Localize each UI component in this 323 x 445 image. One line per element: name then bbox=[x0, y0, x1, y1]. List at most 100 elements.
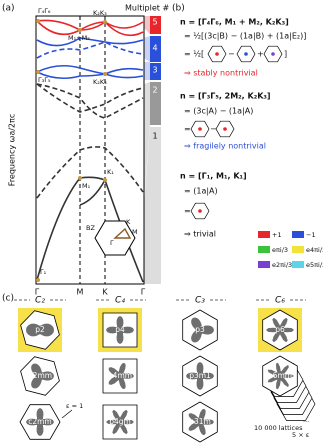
icon-dot bbox=[198, 127, 202, 131]
multiplet: 1 bbox=[152, 132, 157, 141]
icon-equation: = bbox=[184, 207, 191, 216]
group-label: p2mm bbox=[28, 371, 52, 380]
legend-label: −1 bbox=[306, 231, 316, 239]
band-label: Γ₃Γ₅ bbox=[38, 76, 51, 84]
band-label: M₁ bbox=[82, 182, 91, 190]
equation: = ½[(3c|B) − (1a|B) + (1a|E₂)] bbox=[184, 32, 306, 41]
column-header: C₄ bbox=[115, 296, 125, 306]
irrep-vector: n = [Γ₃Γ₅, 2M₂, K₂K₃] bbox=[180, 92, 271, 101]
band bbox=[36, 83, 144, 119]
band bbox=[36, 71, 144, 80]
icon-equation: − bbox=[228, 50, 235, 59]
group-label: p2 bbox=[35, 325, 45, 334]
icon-equation: = ½[ bbox=[184, 50, 204, 59]
band-label: K₁ bbox=[107, 168, 114, 176]
strip bbox=[144, 127, 150, 284]
legend-label: e4πi/3 bbox=[306, 246, 323, 254]
group-label: p6 bbox=[275, 325, 285, 334]
band bbox=[36, 146, 144, 199]
x-tick-label: M bbox=[77, 288, 84, 297]
group-label: p4 bbox=[115, 325, 125, 334]
epsilon-label: ε = 1 bbox=[66, 402, 83, 410]
multiplet: 3 bbox=[152, 66, 157, 75]
column-header: C₃ bbox=[195, 296, 205, 306]
irrep-vector: n = [Γ₄Γ₆, M₁ + M₂, K₂K₃] bbox=[180, 18, 289, 27]
legend-label: e5πi/3 bbox=[306, 261, 323, 269]
column-header: C₂ bbox=[35, 296, 45, 306]
icon-dot bbox=[271, 52, 275, 56]
legend-swatch bbox=[258, 261, 270, 268]
strip bbox=[144, 36, 150, 62]
icon-equation: + bbox=[257, 50, 264, 59]
multiplet: 4 bbox=[152, 44, 157, 53]
legend-label: e2πi/3 bbox=[272, 261, 292, 269]
icon-dot bbox=[198, 209, 202, 213]
band-label: Γ₁ bbox=[40, 268, 47, 276]
brillouin-zone bbox=[94, 220, 136, 256]
x-tick-label: Γ bbox=[141, 288, 146, 297]
legend-swatch bbox=[258, 246, 270, 253]
count-label: 10 000 lattices bbox=[254, 424, 303, 432]
inset-point: K bbox=[126, 218, 131, 226]
dielectric bbox=[106, 409, 134, 435]
band bbox=[36, 41, 144, 59]
dielectric bbox=[26, 408, 54, 436]
group-label: p3 bbox=[195, 325, 205, 334]
band-label: M₁+M₂ bbox=[68, 34, 90, 42]
panel-label: (a) bbox=[2, 4, 15, 14]
dielectric bbox=[186, 362, 214, 390]
band-points bbox=[36, 19, 107, 282]
multiplet: 2 bbox=[152, 86, 157, 95]
panel-label: (b) bbox=[172, 4, 185, 14]
dielectric bbox=[106, 316, 134, 344]
bz-path bbox=[113, 227, 132, 239]
point bbox=[103, 178, 107, 182]
unit-cells bbox=[18, 308, 316, 443]
result: ⇒ fragilely nontrivial bbox=[184, 142, 266, 151]
band bbox=[36, 19, 144, 37]
point bbox=[36, 19, 40, 23]
strip bbox=[144, 62, 150, 80]
legend-swatch bbox=[292, 231, 304, 238]
ellipsis: ... bbox=[303, 416, 309, 424]
result: ⇒ trivial bbox=[184, 230, 216, 239]
icon-dot bbox=[215, 52, 219, 56]
plot-frame bbox=[35, 15, 145, 285]
y-axis-label: Frequency ωa/2πc bbox=[8, 114, 17, 186]
band-label: Γ₄Γ₆ bbox=[38, 7, 51, 15]
equation: = (1a|A) bbox=[184, 187, 218, 196]
band bbox=[79, 179, 106, 206]
point bbox=[78, 28, 82, 32]
irrep-vector: n = [Γ₁, M₁, K₁] bbox=[180, 172, 247, 181]
legend-swatch bbox=[258, 231, 270, 238]
band-label: K₂K₃ bbox=[93, 78, 107, 86]
legend-label: +1 bbox=[272, 231, 282, 239]
panel-label: (c) bbox=[2, 294, 14, 304]
point bbox=[103, 20, 107, 24]
point bbox=[78, 176, 82, 180]
strip bbox=[150, 127, 161, 284]
strip bbox=[150, 16, 161, 34]
equation: = (3c|A) − (1a|A) bbox=[184, 107, 253, 116]
column-header: C₆ bbox=[275, 296, 285, 306]
group-label: c2mm bbox=[28, 417, 52, 426]
epsilon-pointer bbox=[61, 409, 73, 419]
scale-label: 5 × ε bbox=[292, 431, 310, 439]
band bbox=[36, 20, 144, 36]
strip bbox=[144, 82, 150, 200]
x-tick-label: K bbox=[102, 288, 108, 297]
dielectric bbox=[267, 362, 294, 390]
multiplet: 5 bbox=[152, 18, 157, 27]
multiplet-header: Multiplet # bbox=[125, 4, 169, 13]
legend-label: eπi/3 bbox=[272, 246, 288, 254]
strip bbox=[150, 36, 161, 62]
inset-point: M bbox=[132, 228, 138, 236]
x-tick-label: Γ bbox=[35, 288, 40, 297]
dielectric bbox=[188, 408, 214, 436]
group-label: p31m bbox=[189, 417, 211, 426]
point bbox=[103, 72, 107, 76]
legend-swatch bbox=[292, 246, 304, 253]
bands bbox=[36, 19, 144, 283]
inset-point: Γ bbox=[110, 239, 114, 247]
